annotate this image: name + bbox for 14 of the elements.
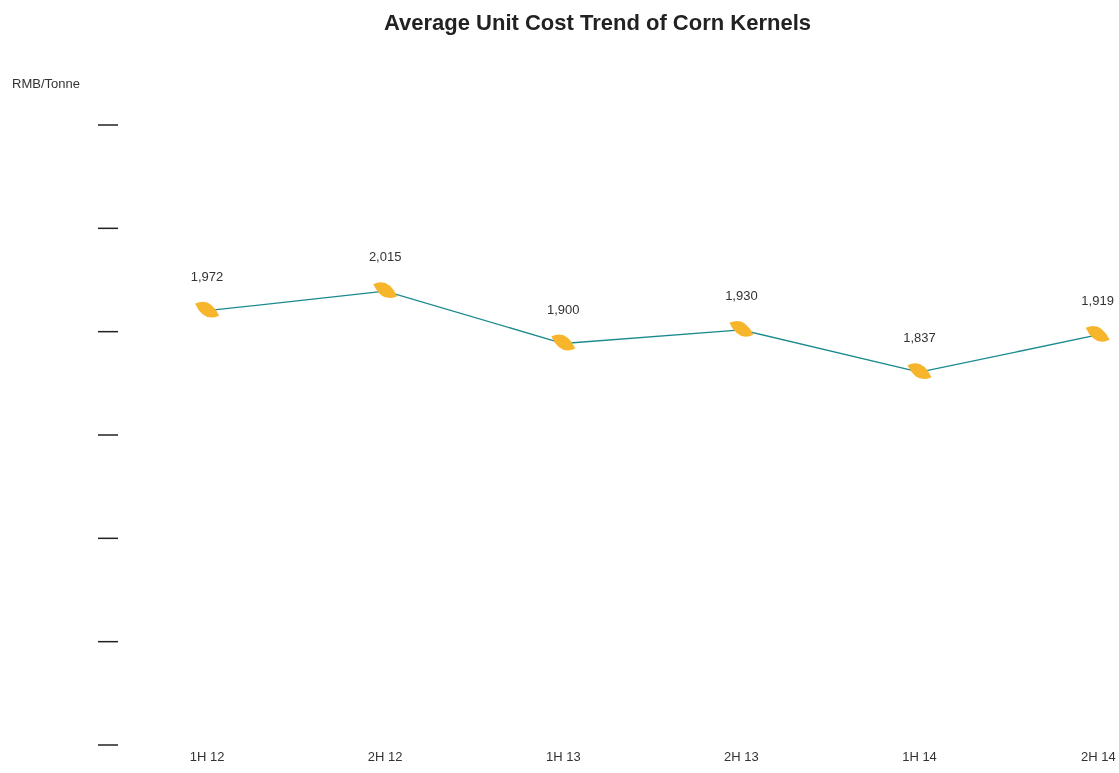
x-tick-label: 2H 12 (367, 749, 403, 764)
x-tick-label: 2H 14 (1080, 749, 1116, 764)
chart-title: Average Unit Cost Trend of Corn Kernels (382, 10, 812, 36)
x-tick-label: 1H 13 (545, 749, 581, 764)
data-label: 1,919 (1081, 292, 1114, 308)
data-label: 1,837 (903, 330, 936, 346)
x-tick-label: 1H 12 (189, 749, 225, 764)
x-tick-label: 2H 13 (724, 749, 759, 764)
text: RMB/Tonne (12, 76, 80, 91)
data-label: 1,930 (725, 287, 758, 303)
data-label: 2,015 (368, 249, 402, 265)
data-label: 1,972 (190, 268, 224, 284)
data-label: 1,900 (547, 301, 580, 317)
x-tick-label: 1H 14 (902, 749, 937, 764)
